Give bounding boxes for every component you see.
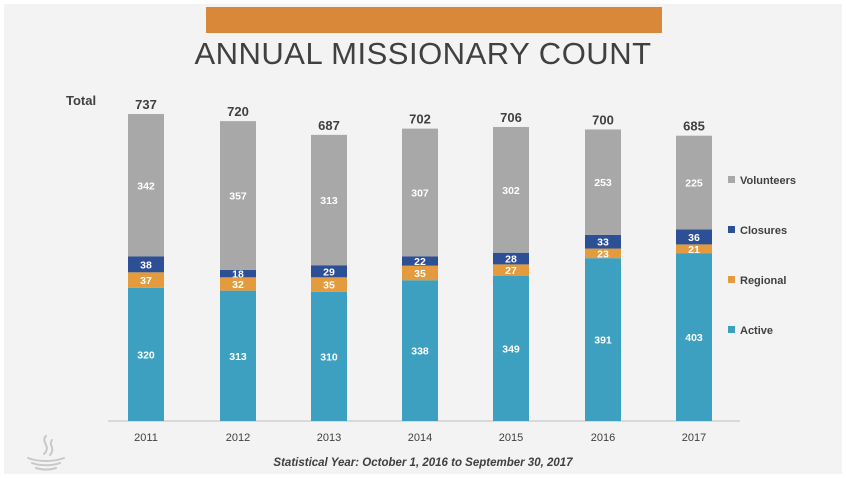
- data-label-closures-2013: 29: [323, 266, 335, 278]
- data-label-active-2016: 391: [594, 335, 612, 347]
- bar-segment-regional-2014: [402, 265, 438, 281]
- bar-segment-active-2014: [402, 280, 438, 421]
- total-label-2011: 737: [135, 97, 157, 112]
- data-label-closures-2011: 38: [140, 259, 152, 271]
- data-label-regional-2015: 27: [505, 265, 517, 277]
- bar-segment-regional-2011: [128, 272, 164, 288]
- bar-segment-volunteers-2014: [402, 128, 438, 257]
- data-label-closures-2015: 28: [505, 254, 517, 266]
- bar-segment-closures-2014: [402, 256, 438, 266]
- total-label-2012: 720: [227, 104, 249, 119]
- x-tick-label-2016: 2016: [591, 432, 615, 444]
- data-label-volunteers-2014: 307: [411, 188, 429, 200]
- bar-segment-active-2017: [676, 253, 712, 421]
- legend-label-active: Active: [740, 325, 773, 337]
- data-label-volunteers-2015: 302: [502, 185, 520, 197]
- x-tick-label-2015: 2015: [499, 432, 523, 444]
- bar-segment-volunteers-2015: [493, 126, 529, 253]
- legend-swatch-active: [728, 326, 735, 333]
- bar-segment-regional-2015: [493, 264, 529, 276]
- total-label-2017: 685: [683, 119, 705, 134]
- data-label-active-2013: 310: [320, 351, 338, 363]
- data-label-closures-2016: 33: [597, 237, 609, 249]
- ministry-logo-icon: [27, 435, 65, 471]
- bar-segment-active-2016: [585, 258, 621, 421]
- total-row-label: Total: [66, 93, 96, 108]
- data-label-regional-2014: 35: [414, 268, 426, 280]
- bar-segment-regional-2012: [220, 277, 256, 291]
- x-tick-label-2013: 2013: [317, 432, 341, 444]
- data-label-closures-2012: 18: [232, 269, 244, 281]
- bar-segment-volunteers-2012: [220, 121, 256, 270]
- data-label-volunteers-2011: 342: [137, 180, 155, 192]
- data-label-closures-2017: 36: [688, 232, 700, 244]
- bar-segment-volunteers-2011: [128, 114, 164, 257]
- bar-segment-closures-2011: [128, 256, 164, 273]
- data-label-regional-2017: 21: [688, 244, 700, 256]
- bar-segment-regional-2013: [311, 277, 347, 292]
- legend-swatch-volunteers: [728, 176, 735, 183]
- bar-segment-active-2013: [311, 291, 347, 421]
- total-label-2015: 706: [500, 110, 522, 125]
- bar-segment-closures-2016: [585, 234, 621, 249]
- data-label-regional-2016: 23: [597, 248, 609, 260]
- data-label-volunteers-2017: 225: [685, 178, 703, 190]
- bar-segment-active-2012: [220, 290, 256, 421]
- data-label-active-2017: 403: [685, 332, 703, 344]
- bar-segment-volunteers-2017: [676, 135, 712, 230]
- total-label-2016: 700: [592, 112, 614, 127]
- data-label-regional-2012: 32: [232, 279, 244, 291]
- legend-swatch-closures: [728, 226, 735, 233]
- data-label-volunteers-2016: 253: [594, 177, 612, 189]
- total-label-2014: 702: [409, 112, 431, 127]
- x-tick-label-2012: 2012: [226, 432, 250, 444]
- bar-segment-regional-2016: [585, 248, 621, 259]
- statistical-year-footnote: Statistical Year: October 1, 2016 to Sep…: [273, 457, 573, 469]
- bar-segment-closures-2012: [220, 269, 256, 278]
- bar-segment-closures-2017: [676, 229, 712, 245]
- data-label-active-2015: 349: [502, 343, 520, 355]
- bar-segment-volunteers-2013: [311, 134, 347, 266]
- data-label-closures-2014: 22: [414, 256, 426, 268]
- x-tick-label-2011: 2011: [134, 432, 158, 444]
- title-accent-bar: [206, 7, 662, 33]
- legend-label-volunteers: Volunteers: [740, 175, 796, 187]
- bar-segment-regional-2017: [676, 244, 712, 254]
- bar-segment-volunteers-2016: [585, 129, 621, 235]
- bar-segment-closures-2013: [311, 265, 347, 278]
- legend-label-closures: Closures: [740, 225, 787, 237]
- bar-segment-closures-2015: [493, 252, 529, 265]
- data-label-volunteers-2012: 357: [229, 190, 247, 202]
- data-label-active-2014: 338: [411, 346, 429, 358]
- data-label-regional-2011: 37: [140, 275, 152, 287]
- data-label-volunteers-2013: 313: [320, 195, 338, 207]
- x-tick-label-2014: 2014: [408, 432, 432, 444]
- chart-title: ANNUAL MISSIONARY COUNT: [194, 36, 652, 71]
- bar-segment-active-2015: [493, 275, 529, 421]
- x-tick-label-2017: 2017: [682, 432, 706, 444]
- data-label-regional-2013: 35: [323, 280, 335, 292]
- legend-swatch-regional: [728, 276, 735, 283]
- bar-segment-active-2011: [128, 287, 164, 421]
- data-label-active-2011: 320: [137, 349, 155, 361]
- data-label-active-2012: 313: [229, 351, 247, 363]
- total-label-2013: 687: [318, 118, 340, 133]
- legend-label-regional: Regional: [740, 275, 786, 287]
